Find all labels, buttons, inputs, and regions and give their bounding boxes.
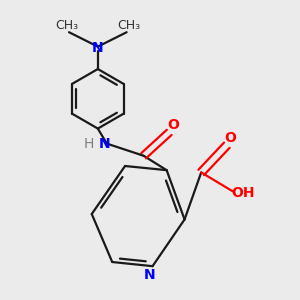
Text: H: H (84, 136, 94, 151)
Text: N: N (92, 40, 103, 55)
Text: OH: OH (231, 186, 255, 200)
Text: O: O (167, 118, 179, 132)
Text: N: N (98, 136, 110, 151)
Text: CH₃: CH₃ (118, 19, 141, 32)
Text: CH₃: CH₃ (55, 19, 78, 32)
Text: O: O (225, 131, 237, 145)
Text: N: N (144, 268, 156, 282)
